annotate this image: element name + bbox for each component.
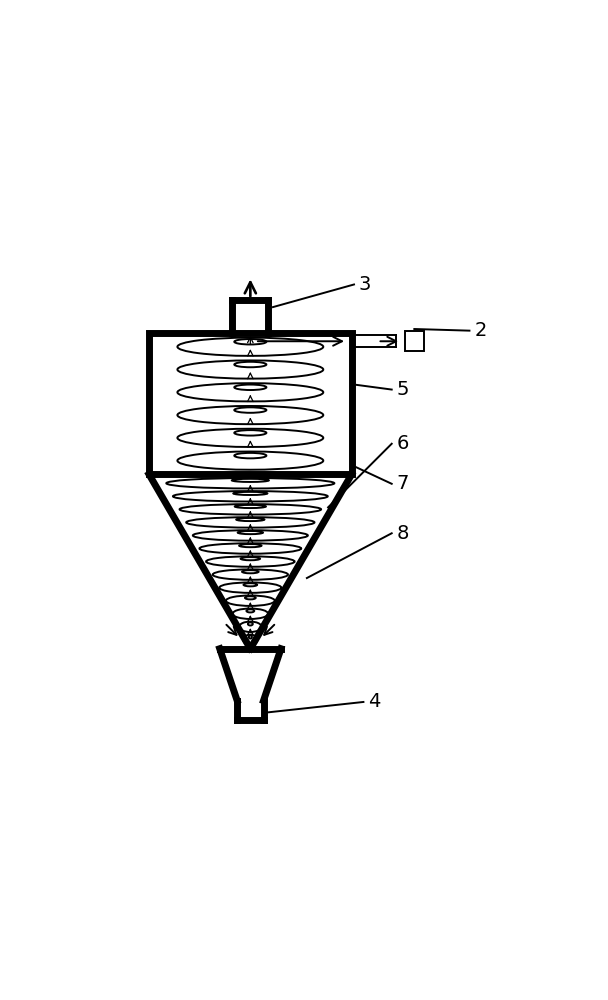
Text: 3: 3 xyxy=(359,275,371,294)
Text: 6: 6 xyxy=(396,434,409,453)
Text: 2: 2 xyxy=(474,321,486,340)
Text: 4: 4 xyxy=(368,692,381,711)
Bar xyxy=(149,333,351,474)
Text: 7: 7 xyxy=(396,474,409,493)
Text: 5: 5 xyxy=(396,380,409,399)
Bar xyxy=(405,331,424,351)
Text: 8: 8 xyxy=(396,524,409,543)
